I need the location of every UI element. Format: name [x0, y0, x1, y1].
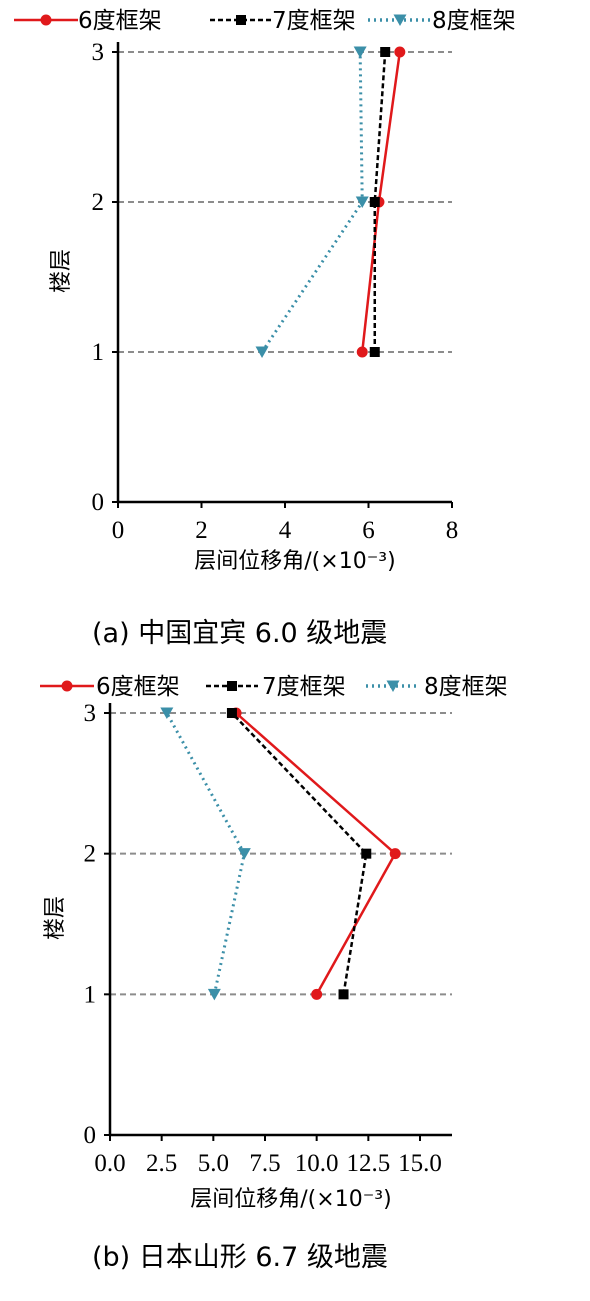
series-2-point	[361, 848, 372, 859]
x-tick-label: 4	[279, 517, 292, 544]
legend-marker-3	[386, 680, 400, 692]
y-tick-label: 1	[92, 339, 105, 366]
series-1-point	[356, 346, 368, 358]
legend-label-1: 6度框架	[96, 674, 180, 700]
x-tick-label: 10.0	[295, 1150, 339, 1177]
y-axis-label: 楼层	[49, 249, 74, 293]
series-2-point	[380, 47, 391, 57]
x-axis-label: 层间位移角/(×10⁻³)	[194, 549, 395, 574]
y-tick-label: 3	[92, 39, 105, 66]
x-tick-label: 6	[362, 517, 375, 544]
x-axis-label: 层间位移角/(×10⁻³)	[190, 1187, 391, 1212]
x-tick-label: 0	[112, 517, 125, 544]
series-3-point	[353, 46, 367, 58]
series-2-point	[338, 989, 349, 1000]
x-tick-label: 0.0	[94, 1150, 125, 1177]
series-2-point	[369, 197, 380, 207]
x-tick-label: 2	[195, 517, 208, 544]
series-3-point	[237, 848, 251, 860]
y-tick-label: 1	[84, 981, 97, 1008]
y-tick-label: 3	[84, 700, 97, 727]
legend-label-2: 7度框架	[272, 8, 356, 34]
legend-marker-2	[236, 15, 246, 25]
x-tick-label: 15.0	[398, 1150, 442, 1177]
legend-marker-2	[227, 681, 237, 691]
y-tick-label: 0	[84, 1122, 97, 1149]
x-tick-label: 5.0	[198, 1150, 229, 1177]
chart-panel-a: 0 1 2 3 0 2 4 6 8 层间位移角/(×10⁻³) 楼层 6度框架 7度框架 8度框架 (a) …	[14, 8, 516, 649]
legend-marker-1	[61, 680, 73, 692]
series-2-point	[226, 708, 237, 718]
series-1-point	[389, 848, 401, 860]
y-tick-label: 2	[84, 841, 97, 868]
series-2-point	[369, 347, 380, 357]
y-tick-label: 2	[92, 189, 105, 216]
chart-panel-b: 0 1 2 3 0.0 2.5 5.0 7.5 10.0 12.5 15.0 层间位移角/(×10⁻³…	[40, 674, 508, 1273]
legend-label-2: 7度框架	[262, 674, 346, 700]
series-3-point	[355, 196, 369, 208]
figure-caption: (a) 中国宜宾 6.0 级地震	[92, 618, 387, 649]
series-3-point	[255, 346, 269, 358]
legend-marker-3	[393, 14, 407, 26]
y-axis-label: 楼层	[43, 896, 68, 940]
series-line-2	[373, 51, 387, 352]
series-1-point	[311, 988, 323, 1000]
series-1-point	[394, 46, 406, 58]
y-tick-label: 0	[92, 489, 105, 516]
series-3-point	[160, 707, 174, 719]
legend-marker-1	[40, 14, 52, 26]
legend-label-3: 8度框架	[432, 8, 516, 34]
x-tick-label: 2.5	[146, 1150, 177, 1177]
x-tick-label: 7.5	[249, 1150, 280, 1177]
figure-caption: (b) 日本山形 6.7 级地震	[92, 1242, 388, 1273]
legend-label-1: 6度框架	[78, 8, 162, 34]
x-tick-label: 12.5	[346, 1150, 390, 1177]
legend-label-3: 8度框架	[424, 674, 508, 700]
x-tick-label: 8	[446, 517, 459, 544]
series-line-2	[231, 712, 368, 995]
series-3-point	[207, 988, 221, 1001]
